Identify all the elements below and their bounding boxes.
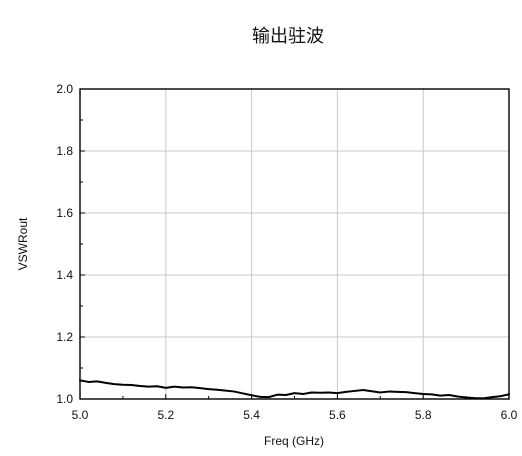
vswr-series-line bbox=[79, 379, 510, 400]
y-tick-label: 2.0 bbox=[56, 82, 73, 96]
grid-lines bbox=[80, 89, 509, 399]
x-tick-label: 5.0 bbox=[72, 408, 89, 422]
y-tick-label: 1.2 bbox=[56, 330, 73, 344]
plot-frame bbox=[79, 88, 510, 400]
y-tick-labels: 1.0 1.2 1.4 1.6 1.8 2.0 bbox=[56, 82, 73, 406]
y-tick-label: 1.4 bbox=[56, 268, 73, 282]
x-tick-label: 5.8 bbox=[415, 408, 432, 422]
x-tick-labels: 5.0 5.2 5.4 5.6 5.8 6.0 bbox=[72, 408, 518, 422]
x-axis-label: Freq (GHz) bbox=[264, 434, 324, 448]
y-tick-label: 1.0 bbox=[56, 392, 73, 406]
minor-ticks bbox=[79, 88, 510, 400]
x-tick-label: 5.6 bbox=[329, 408, 346, 422]
y-tick-label: 1.8 bbox=[56, 144, 73, 158]
x-tick-label: 5.4 bbox=[243, 408, 260, 422]
y-axis-label: VSWRout bbox=[16, 217, 30, 270]
x-tick-label: 6.0 bbox=[501, 408, 518, 422]
y-tick-label: 1.6 bbox=[56, 206, 73, 220]
x-tick-label: 5.2 bbox=[157, 408, 174, 422]
chart-title: 输出驻波 bbox=[252, 26, 324, 47]
